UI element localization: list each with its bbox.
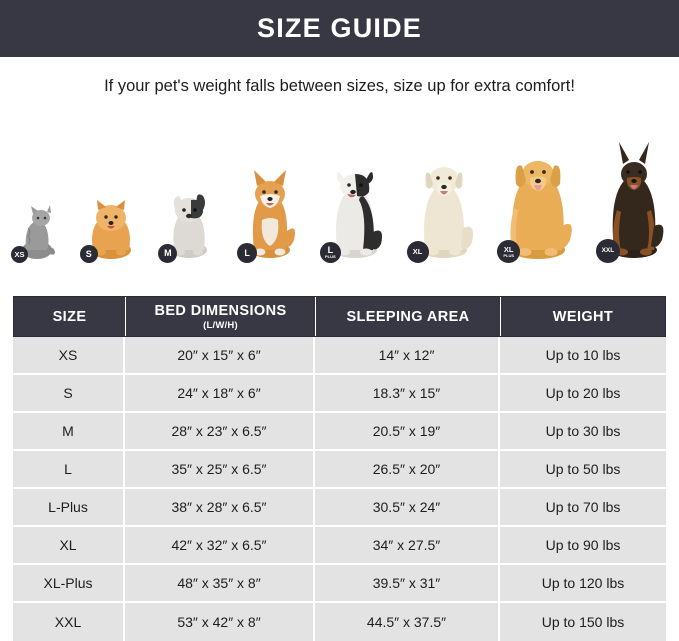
cell-sleeping-area: 39.5″ x 31″ bbox=[315, 565, 500, 601]
size-badge-label: L bbox=[244, 247, 250, 258]
cell-weight: Up to 50 lbs bbox=[545, 461, 621, 477]
cell-bed-dimensions: 38″ x 28″ x 6.5″ bbox=[125, 489, 315, 525]
cell-weight: Up to 120 lbs bbox=[541, 575, 625, 591]
doberman-sitting-illustration: XXL bbox=[595, 138, 669, 265]
cell-bed-dimensions: 28″ x 23″ x 6.5″ bbox=[125, 413, 315, 449]
cell-size: L-Plus bbox=[13, 489, 125, 525]
size-badge-sublabel: PLUS bbox=[503, 252, 515, 258]
column-header-weight: WEIGHT bbox=[501, 297, 665, 336]
cell-sleeping-area: 26.5″ x 20″ bbox=[315, 451, 500, 487]
table-row: XS 20″ x 15″ x 6″ 14″ x 12″ Up to 10 lbs bbox=[13, 337, 666, 375]
cell-size: M bbox=[13, 413, 125, 449]
french-bulldog-sitting-illustration: M bbox=[158, 182, 217, 265]
cell-sleeping-area: 20.5″ x 19″ bbox=[315, 413, 500, 449]
cell-weight: Up to 90 lbs bbox=[545, 537, 621, 553]
cell-bed-dimensions: 42″ x 32″ x 6.5″ bbox=[125, 527, 315, 563]
table-header-row: SIZE BED DIMENSIONS (L/W/H) SLEEPING ARE… bbox=[13, 296, 666, 337]
cell-weight: Up to 70 lbs bbox=[545, 499, 621, 515]
size-badge-label: S bbox=[85, 248, 92, 259]
size-badge-label: XXL bbox=[601, 246, 615, 254]
size-badge-xl-plus: XL PLUS bbox=[497, 240, 521, 263]
size-badge-label: XS bbox=[14, 249, 25, 259]
animal-size-item: L PLUS bbox=[319, 115, 387, 265]
size-badge-l-plus: L PLUS bbox=[319, 242, 341, 263]
cell-bed-dimensions: 24″ x 18″ x 6″ bbox=[125, 375, 315, 411]
page-header-banner: SIZE GUIDE bbox=[0, 0, 679, 57]
table-row: S 24″ x 18″ x 6″ 18.3″ x 15″ Up to 20 lbs bbox=[13, 375, 666, 413]
table-row: XL-Plus 48″ x 35″ x 8″ 39.5″ x 31″ Up to 12… bbox=[13, 565, 666, 603]
cell-size: L bbox=[13, 451, 125, 487]
size-badge-s: S bbox=[79, 245, 98, 263]
animal-size-item: XXL bbox=[595, 115, 669, 265]
animal-size-illustrations: XS S M L L PLUS XL XL PLUS XXL bbox=[11, 115, 669, 265]
animal-size-item: L bbox=[237, 115, 300, 265]
column-header-size: SIZE bbox=[14, 297, 126, 336]
cell-bed-dimensions: 53″ x 42″ x 8″ bbox=[125, 603, 315, 641]
cell-size: XS bbox=[13, 337, 125, 373]
table-row: L 35″ x 25″ x 6.5″ 26.5″ x 20″ Up to 50 lbs bbox=[13, 451, 666, 489]
column-header-bed-dimensions: BED DIMENSIONS (L/W/H) bbox=[126, 297, 316, 336]
subtitle-container: If your pet's weight falls between sizes… bbox=[0, 57, 679, 115]
size-badge-label: XL bbox=[412, 247, 423, 257]
cell-bed-dimensions: 20″ x 15″ x 6″ bbox=[125, 337, 315, 373]
cell-sleeping-area: 14″ x 12″ bbox=[315, 337, 500, 373]
cell-bed-dimensions: 35″ x 25″ x 6.5″ bbox=[125, 451, 315, 487]
size-badge-label: XL bbox=[503, 244, 514, 254]
subtitle-text: If your pet's weight falls between sizes… bbox=[104, 76, 575, 95]
cell-size: XL-Plus bbox=[13, 565, 125, 601]
pomeranian-sitting-illustration: S bbox=[79, 192, 139, 265]
size-badge-label: L bbox=[327, 244, 334, 255]
table-row: L-Plus 38″ x 28″ x 6.5″ 30.5″ x 24″ Up to 7… bbox=[13, 489, 666, 527]
labrador-retriever-sitting-illustration: XL bbox=[406, 146, 478, 265]
cell-weight: Up to 150 lbs bbox=[541, 614, 625, 630]
page-title: SIZE GUIDE bbox=[256, 13, 423, 43]
size-badge-sublabel: PLUS bbox=[324, 254, 336, 260]
cell-size: XL bbox=[13, 527, 125, 563]
animal-size-item: S bbox=[79, 115, 139, 265]
cell-weight: Up to 30 lbs bbox=[545, 423, 621, 439]
golden-retriever-sitting-illustration: XL PLUS bbox=[497, 140, 576, 265]
animal-size-item: M bbox=[158, 115, 217, 265]
border-collie-sitting-illustration: L PLUS bbox=[319, 152, 387, 265]
size-badge-m: M bbox=[158, 244, 178, 263]
cell-bed-dimensions: 48″ x 35″ x 8″ bbox=[125, 565, 315, 601]
size-badge-l: L bbox=[237, 243, 258, 263]
size-badge-label: M bbox=[164, 248, 172, 258]
cell-weight: Up to 10 lbs bbox=[545, 347, 621, 363]
size-badge-xs: XS bbox=[11, 246, 28, 263]
column-header-bed-label: BED DIMENSIONS bbox=[154, 302, 287, 319]
table-row: XXL 53″ x 42″ x 8″ 44.5″ x 37.5″ Up to 150 … bbox=[13, 603, 666, 641]
shiba-inu-sitting-illustration: L bbox=[237, 160, 300, 265]
cell-sleeping-area: 30.5″ x 24″ bbox=[315, 489, 500, 525]
column-header-sleeping-label: SLEEPING AREA bbox=[346, 308, 470, 325]
gray-cat-sitting-illustration: XS bbox=[11, 198, 60, 265]
size-badge-xl: XL bbox=[406, 241, 429, 263]
table-row: XL 42″ x 32″ x 6.5″ 34″ x 27.5″ Up to 90 lb… bbox=[13, 527, 666, 565]
cell-weight: Up to 20 lbs bbox=[545, 385, 621, 401]
column-header-sleeping-area: SLEEPING AREA bbox=[316, 297, 501, 336]
table-body: XS 20″ x 15″ x 6″ 14″ x 12″ Up to 10 lbs S 24… bbox=[13, 337, 666, 641]
size-table: SIZE BED DIMENSIONS (L/W/H) SLEEPING ARE… bbox=[13, 296, 666, 641]
cell-size: S bbox=[13, 375, 125, 411]
animal-size-item: XS bbox=[11, 115, 60, 265]
cell-sleeping-area: 18.3″ x 15″ bbox=[315, 375, 500, 411]
size-badge-xxl: XXL bbox=[595, 239, 620, 263]
cell-sleeping-area: 34″ x 27.5″ bbox=[315, 527, 500, 563]
column-header-weight-label: WEIGHT bbox=[552, 308, 614, 325]
animal-size-item: XL bbox=[406, 115, 478, 265]
cell-size: XXL bbox=[13, 603, 125, 641]
column-header-size-label: SIZE bbox=[52, 308, 87, 325]
animal-size-item: XL PLUS bbox=[497, 115, 576, 265]
table-row: M 28″ x 23″ x 6.5″ 20.5″ x 19″ Up to 30 lbs bbox=[13, 413, 666, 451]
column-header-bed-sublabel: (L/W/H) bbox=[203, 319, 238, 331]
cell-sleeping-area: 44.5″ x 37.5″ bbox=[315, 603, 500, 641]
